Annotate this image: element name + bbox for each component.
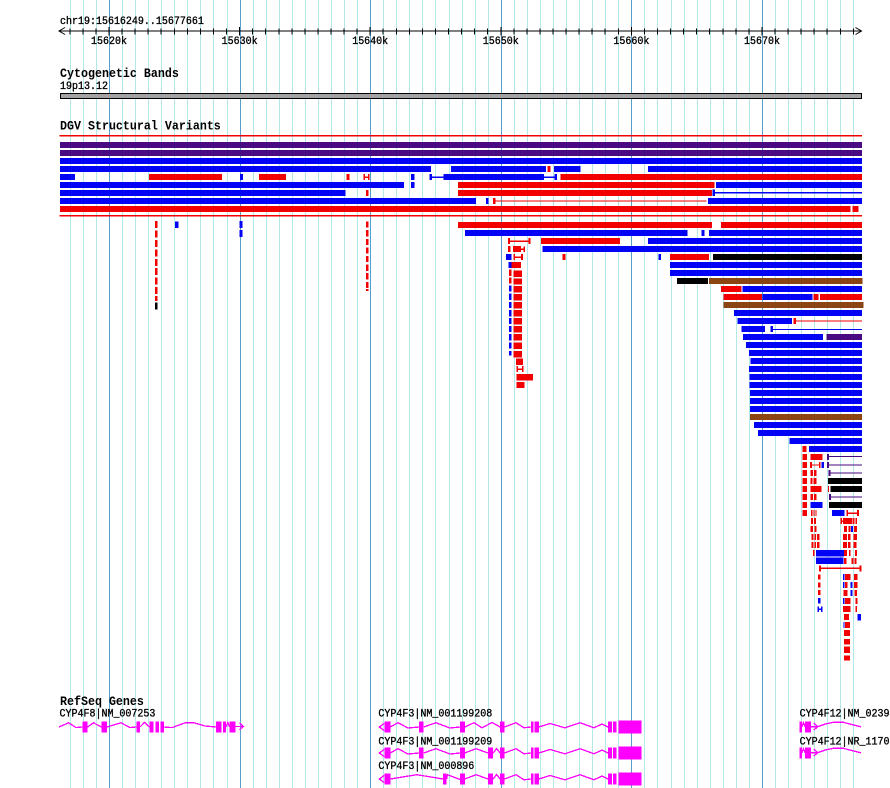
svg-text:15670k: 15670k bbox=[744, 36, 780, 49]
svg-text:19p13.12: 19p13.12 bbox=[60, 81, 108, 94]
svg-text:CYP4F3|NM_001199209: CYP4F3|NM_001199209 bbox=[378, 736, 492, 749]
svg-text:CYP4F12|NM_02394: CYP4F12|NM_02394 bbox=[800, 708, 890, 721]
svg-text:15640k: 15640k bbox=[352, 36, 388, 49]
svg-text:CYP4F8|NM_007253: CYP4F8|NM_007253 bbox=[60, 708, 156, 721]
svg-text:CYP4F12|NR_11709: CYP4F12|NR_11709 bbox=[800, 736, 890, 749]
svg-text:Cytogenetic Bands: Cytogenetic Bands bbox=[60, 66, 179, 81]
svg-text:DGV Structural Variants: DGV Structural Variants bbox=[60, 119, 221, 134]
svg-text:RefSeq Genes: RefSeq Genes bbox=[60, 695, 144, 710]
svg-text:15650k: 15650k bbox=[483, 36, 519, 49]
svg-text:chr19:15616249..15677661: chr19:15616249..15677661 bbox=[60, 16, 204, 29]
svg-text:CYP4F3|NM_001199208: CYP4F3|NM_001199208 bbox=[378, 708, 492, 721]
svg-text:CYP4F3|NM_000896: CYP4F3|NM_000896 bbox=[378, 760, 474, 773]
svg-text:15630k: 15630k bbox=[222, 36, 258, 49]
svg-text:15660k: 15660k bbox=[613, 36, 649, 49]
svg-text:15620k: 15620k bbox=[91, 36, 127, 49]
